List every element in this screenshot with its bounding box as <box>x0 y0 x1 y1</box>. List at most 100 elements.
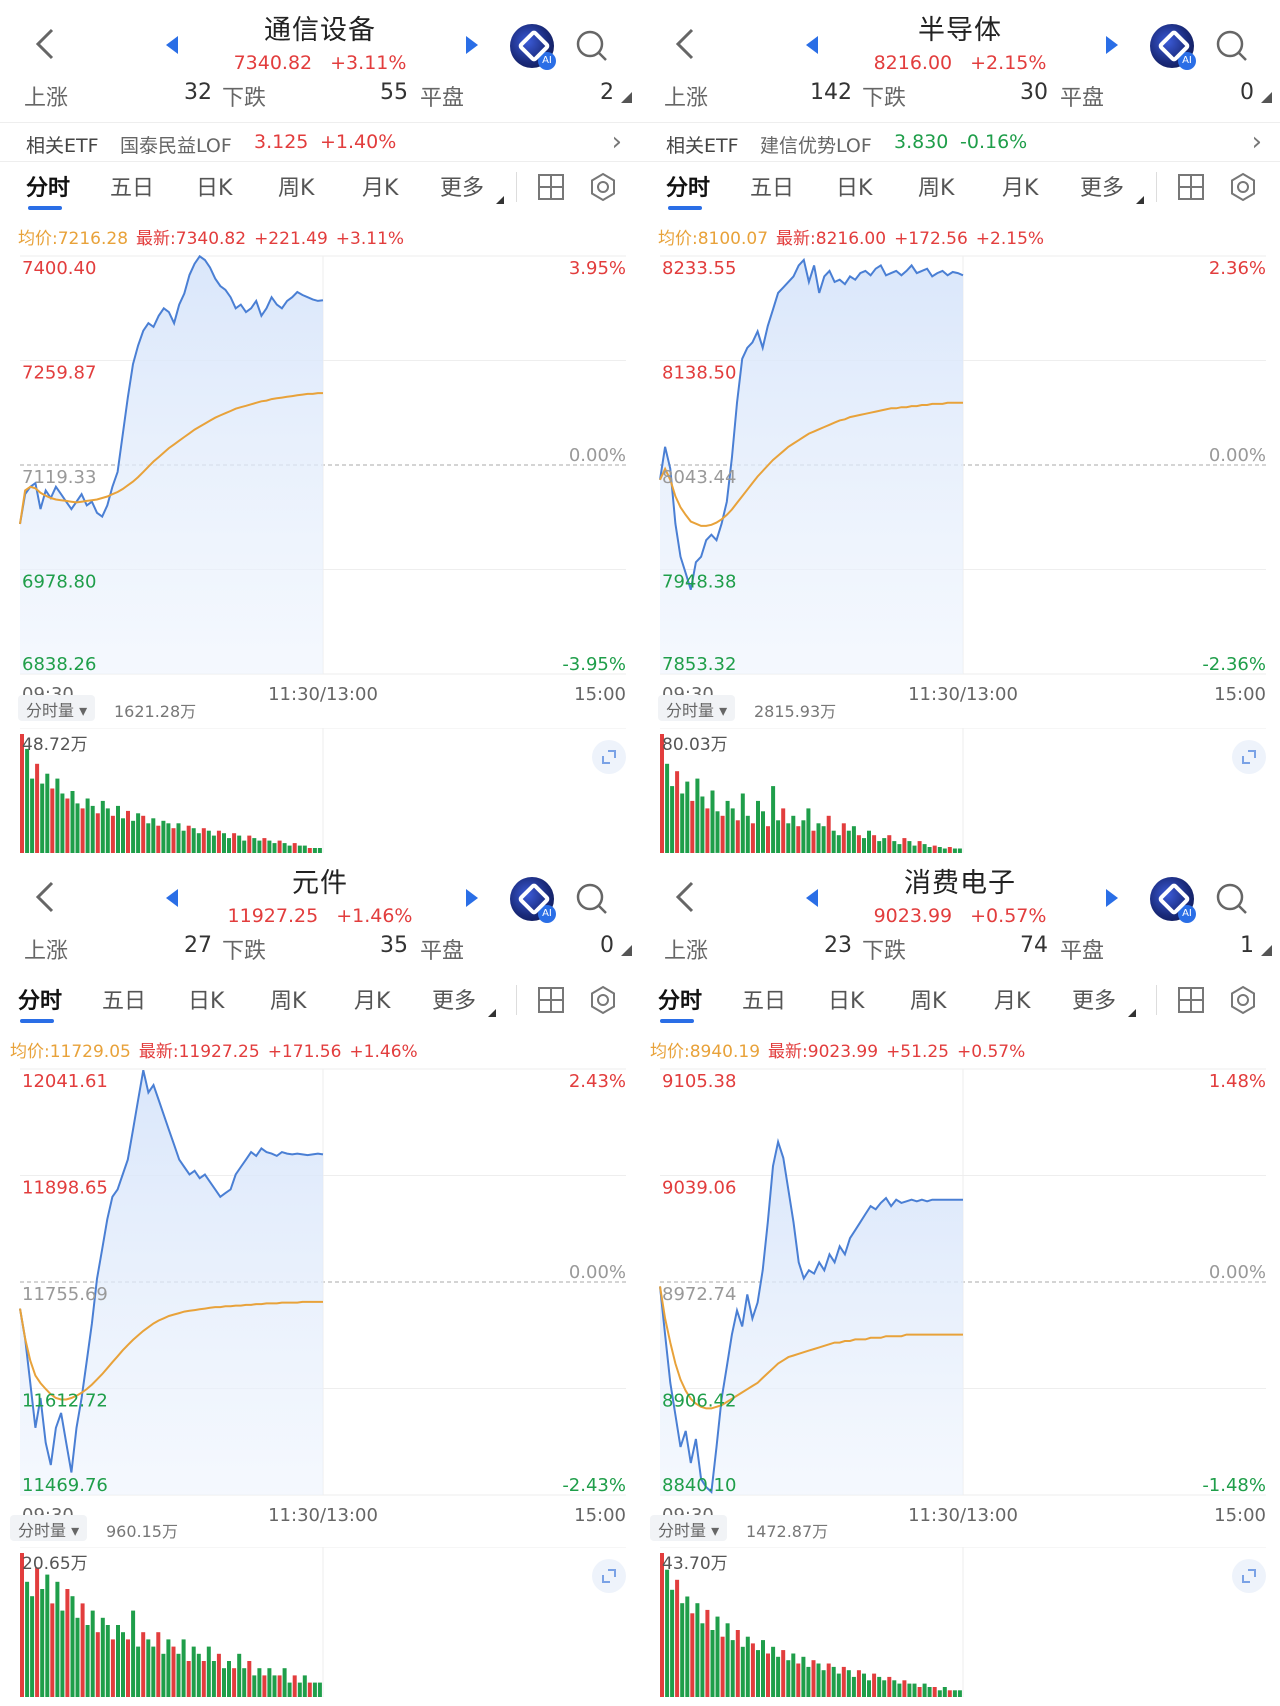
search-icon[interactable] <box>1214 881 1250 917</box>
gear-icon[interactable] <box>1228 172 1258 202</box>
volume-bar-mark <box>65 1589 70 1697</box>
intraday-chart[interactable]: 9105.38 9039.06 8972.74 8906.42 8840.10 1.48%… <box>640 1063 1280 1527</box>
triangle-right-icon[interactable] <box>466 889 478 907</box>
volume-bar-mark <box>856 1670 861 1697</box>
ai-assistant-icon[interactable]: AI <box>1150 24 1196 70</box>
chevron-left-icon[interactable] <box>672 24 708 68</box>
period-tabs: 分时 五日 日K 周K 月K 更多 <box>0 975 640 1025</box>
tab-1[interactable]: 五日 <box>102 989 147 1014</box>
triangle-right-icon[interactable] <box>1106 36 1118 54</box>
breadth-up-count: 142 <box>810 80 852 105</box>
volume-bar-mark <box>927 1687 932 1697</box>
volume-bar-mark <box>60 1610 65 1697</box>
tab-5[interactable]: 更多 <box>1072 989 1117 1014</box>
volume-bar-mark <box>846 1670 851 1697</box>
tab-3[interactable]: 周K <box>910 989 947 1014</box>
volume-bar-mark <box>927 847 932 853</box>
tab-1[interactable]: 五日 <box>750 176 795 201</box>
gear-icon[interactable] <box>588 172 618 202</box>
price-line <box>19 1069 324 1473</box>
avg-price-line <box>19 1300 323 1401</box>
grid-icon[interactable] <box>1176 985 1206 1015</box>
chevron-left-icon[interactable] <box>32 24 68 68</box>
volume-selector[interactable]: 分时量 ▾ <box>650 1515 728 1541</box>
gear-icon[interactable] <box>588 985 618 1015</box>
active-tab-indicator <box>28 206 62 210</box>
volume-bar-mark <box>942 848 947 853</box>
intraday-chart[interactable]: 12041.61 11898.65 11755.69 11612.72 11469.76… <box>0 1063 640 1527</box>
triangle-left-icon[interactable] <box>806 36 818 54</box>
tab-3[interactable]: 周K <box>918 176 955 201</box>
corner-triangle-icon <box>621 92 632 103</box>
volume-selector[interactable]: 分时量 ▾ <box>18 695 96 721</box>
ai-assistant-icon[interactable]: AI <box>510 24 556 70</box>
expand-icon[interactable] <box>1232 1559 1266 1593</box>
expand-icon[interactable] <box>592 740 626 774</box>
volume-bar-mark <box>917 841 922 853</box>
more-dropdown-icon <box>496 196 504 204</box>
tab-2[interactable]: 日K <box>188 989 225 1014</box>
volume-bar-mark <box>126 810 130 853</box>
tab-0[interactable]: 分时 <box>26 176 71 201</box>
volume-selector[interactable]: 分时量 ▾ <box>658 695 736 721</box>
grid-icon[interactable] <box>536 985 566 1015</box>
breadth-up-label: 上涨 <box>24 939 69 964</box>
volume-total: 960.15万 <box>106 1522 178 1541</box>
tab-0[interactable]: 分时 <box>666 176 711 201</box>
sector-title: 元件 <box>292 868 348 899</box>
tab-2[interactable]: 日K <box>836 176 873 201</box>
tab-5[interactable]: 更多 <box>432 989 477 1014</box>
price-line <box>659 1138 963 1494</box>
tab-5[interactable]: 更多 <box>1080 176 1125 201</box>
expand-icon[interactable] <box>1232 740 1266 774</box>
ai-assistant-icon[interactable]: AI <box>510 877 556 923</box>
volume-bar-mark <box>725 800 730 853</box>
grid-icon[interactable] <box>536 172 566 202</box>
tab-2[interactable]: 日K <box>828 989 865 1014</box>
intraday-chart[interactable]: 8233.55 8138.50 8043.44 7948.38 7853.32 2.36%… <box>640 250 1280 706</box>
search-icon[interactable] <box>574 881 610 917</box>
gear-icon[interactable] <box>1228 985 1258 1015</box>
expand-icon[interactable] <box>592 1559 626 1593</box>
tab-3[interactable]: 周K <box>270 989 307 1014</box>
triangle-left-icon[interactable] <box>806 889 818 907</box>
triangle-left-icon[interactable] <box>166 36 178 54</box>
tab-0[interactable]: 分时 <box>18 989 63 1014</box>
tab-4[interactable]: 月K <box>362 176 399 201</box>
breadth-down-label: 下跌 <box>862 86 907 111</box>
search-icon[interactable] <box>574 28 610 64</box>
tab-1[interactable]: 五日 <box>110 176 155 201</box>
tab-5[interactable]: 更多 <box>440 176 485 201</box>
volume-bar-mark <box>670 786 675 853</box>
related-etf-row[interactable]: 相关ETF 建信优势LOF 3.830 -0.16% › <box>640 122 1280 162</box>
breadth-down-count: 74 <box>1020 933 1048 958</box>
triangle-right-icon[interactable] <box>1106 889 1118 907</box>
intraday-chart[interactable]: 7400.40 7259.87 7119.33 6978.80 6838.26 3.95%… <box>0 250 640 706</box>
chevron-left-icon[interactable] <box>672 877 708 921</box>
change-value-label: +172.56 <box>894 229 968 249</box>
tab-3[interactable]: 周K <box>278 176 315 201</box>
tab-4[interactable]: 月K <box>1002 176 1039 201</box>
volume-bar-mark <box>267 840 272 853</box>
triangle-left-icon[interactable] <box>166 889 178 907</box>
triangle-right-icon[interactable] <box>466 36 478 54</box>
etf-change: -0.16% <box>960 131 1028 153</box>
ai-assistant-icon[interactable]: AI <box>1150 877 1196 923</box>
tab-1[interactable]: 五日 <box>742 989 787 1014</box>
volume-bar-mark <box>317 848 322 853</box>
tab-4[interactable]: 月K <box>354 989 391 1014</box>
chevron-left-icon[interactable] <box>32 877 68 921</box>
tab-4[interactable]: 月K <box>994 989 1031 1014</box>
related-etf-row[interactable]: 相关ETF 国泰民益LOF 3.125 +1.40% › <box>0 122 640 162</box>
y-axis-label-left: 9039.06 <box>662 1178 736 1199</box>
search-icon[interactable] <box>1214 28 1250 64</box>
grid-icon[interactable] <box>1176 172 1206 202</box>
tab-2[interactable]: 日K <box>196 176 233 201</box>
breadth-up-count: 32 <box>184 80 212 105</box>
last-price-label: 最新:11927.25 <box>138 1042 260 1062</box>
volume-selector[interactable]: 分时量 ▾ <box>10 1515 88 1541</box>
tab-0[interactable]: 分时 <box>658 989 703 1014</box>
volume-bar-mark <box>821 1670 826 1697</box>
volume-bar-mark <box>242 840 247 853</box>
